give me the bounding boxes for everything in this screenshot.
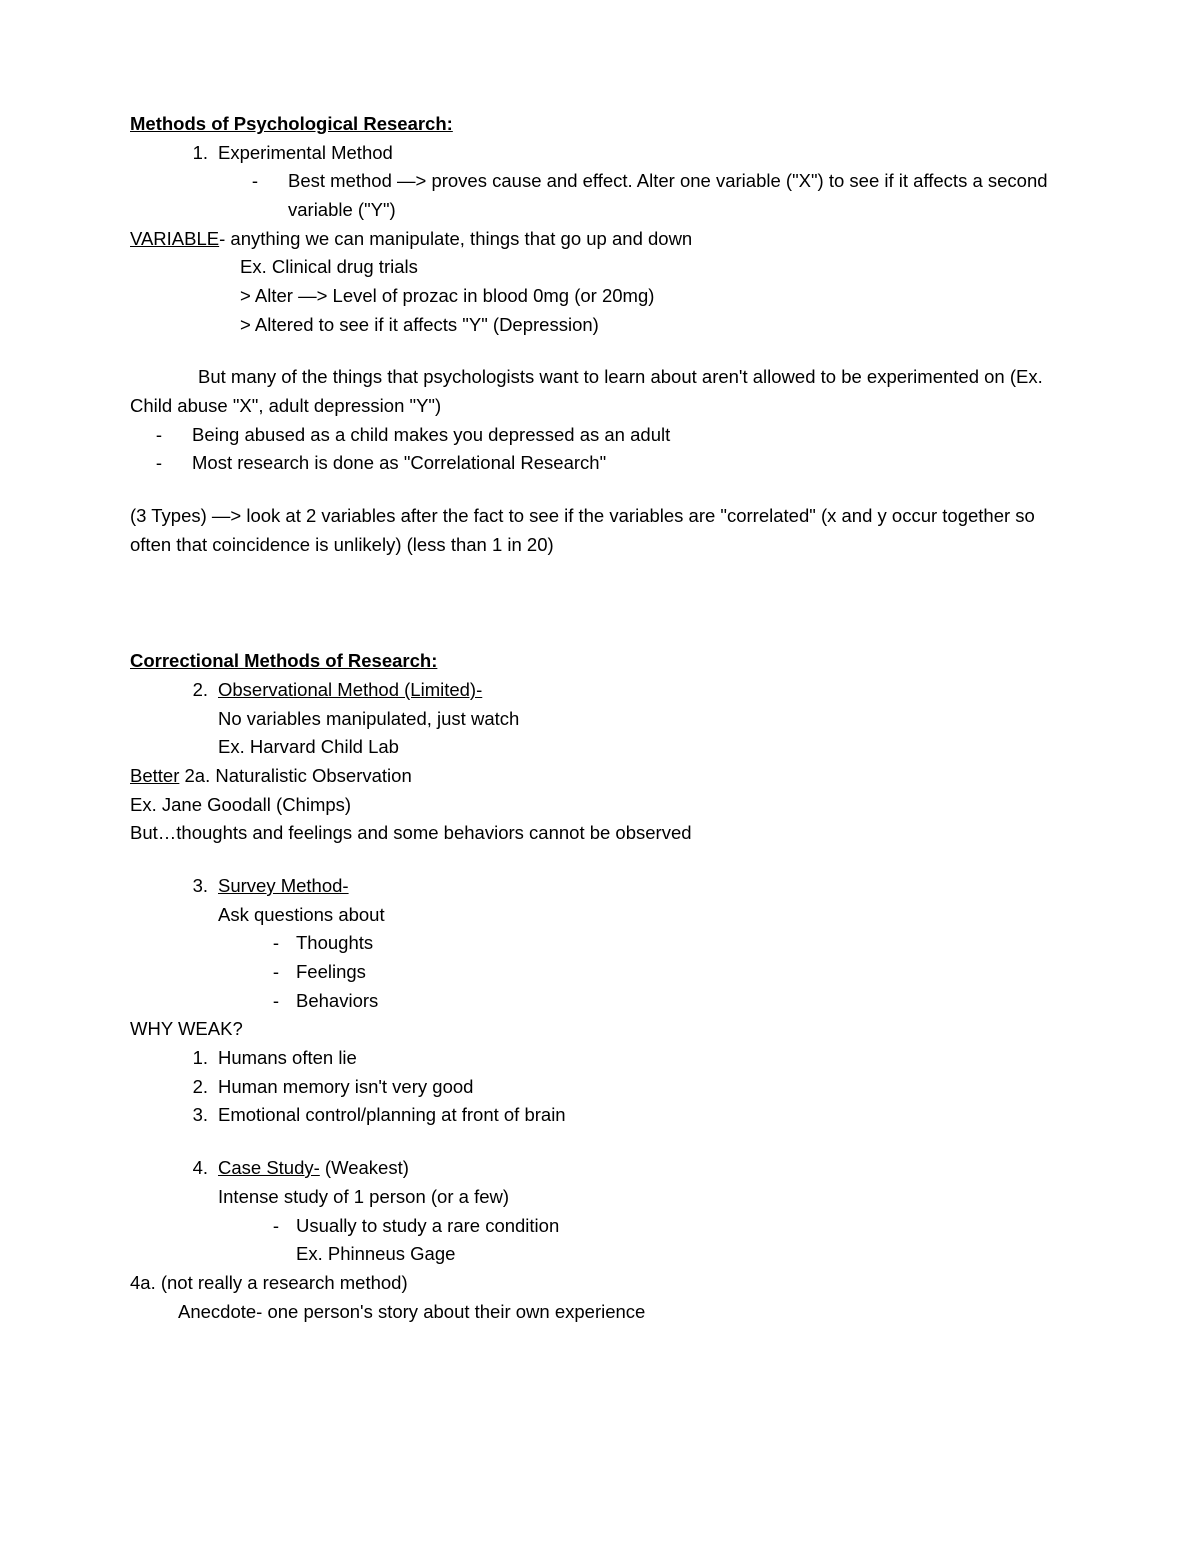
why3: 3. Emotional control/planning at front of… bbox=[130, 1101, 1070, 1130]
item4-b2: Ex. Phinneus Gage bbox=[130, 1240, 1070, 1269]
para1-b1: -Being abused as a child makes you depre… bbox=[130, 421, 1070, 450]
dash-icon: - bbox=[270, 929, 282, 958]
item2-row: 2. Observational Method (Limited)- bbox=[130, 676, 1070, 705]
variable-line: VARIABLE- anything we can manipulate, th… bbox=[130, 225, 1070, 254]
dash-icon: - bbox=[270, 1212, 282, 1241]
item4-number: 4. bbox=[178, 1154, 208, 1183]
item4-suffix: (Weakest) bbox=[320, 1157, 409, 1178]
dash-icon: - bbox=[270, 987, 282, 1016]
item3-l1: Ask questions about bbox=[130, 901, 1070, 930]
item4-b1: -Usually to study a rare condition bbox=[130, 1212, 1070, 1241]
better-label: Better bbox=[130, 765, 179, 786]
para2: (3 Types) —> look at 2 variables after t… bbox=[130, 502, 1070, 559]
section1-heading: Methods of Psychological Research: bbox=[130, 110, 1070, 139]
variable-text: - anything we can manipulate, things tha… bbox=[219, 228, 692, 249]
item1-bullet1: -Best method —> proves cause and effect.… bbox=[130, 167, 1070, 224]
item2-label: Observational Method (Limited)- bbox=[218, 679, 482, 700]
why-weak-heading: WHY WEAK? bbox=[130, 1015, 1070, 1044]
item1-bullet1-text: Best method —> proves cause and effect. … bbox=[288, 170, 1048, 220]
item4-row: 4. Case Study- (Weakest) bbox=[130, 1154, 1070, 1183]
section2-heading: Correctional Methods of Research: bbox=[130, 647, 1070, 676]
item3-label: Survey Method- bbox=[218, 875, 349, 896]
item2-l1: No variables manipulated, just watch bbox=[130, 705, 1070, 734]
why1-num: 1. bbox=[178, 1044, 208, 1073]
item4-l1: Intense study of 1 person (or a few) bbox=[130, 1183, 1070, 1212]
item1-label: Experimental Method bbox=[218, 142, 393, 163]
variable-ex2: > Alter —> Level of prozac in blood 0mg … bbox=[130, 282, 1070, 311]
item3-b2: -Feelings bbox=[130, 958, 1070, 987]
variable-ex3: > Altered to see if it affects "Y" (Depr… bbox=[130, 311, 1070, 340]
dash-icon: - bbox=[262, 167, 274, 196]
item3-b3: -Behaviors bbox=[130, 987, 1070, 1016]
item3-b1-text: Thoughts bbox=[296, 932, 373, 953]
why1-text: Humans often lie bbox=[218, 1047, 357, 1068]
item4-b1-text: Usually to study a rare condition bbox=[296, 1215, 559, 1236]
dash-icon: - bbox=[166, 449, 178, 478]
para1-b2-text: Most research is done as "Correlational … bbox=[192, 452, 606, 473]
dash-icon: - bbox=[166, 421, 178, 450]
why3-text: Emotional control/planning at front of b… bbox=[218, 1104, 566, 1125]
why2-text: Human memory isn't very good bbox=[218, 1076, 473, 1097]
variable-label: VARIABLE bbox=[130, 228, 219, 249]
item1-number: 1. bbox=[178, 139, 208, 168]
better-text: 2a. Naturalistic Observation bbox=[179, 765, 411, 786]
item3-number: 3. bbox=[178, 872, 208, 901]
item2-l2: Ex. Harvard Child Lab bbox=[130, 733, 1070, 762]
why1: 1. Humans often lie bbox=[130, 1044, 1070, 1073]
para1-b1-text: Being abused as a child makes you depres… bbox=[192, 424, 670, 445]
item3-row: 3. Survey Method- bbox=[130, 872, 1070, 901]
variable-ex1: Ex. Clinical drug trials bbox=[130, 253, 1070, 282]
why3-num: 3. bbox=[178, 1101, 208, 1130]
why2-num: 2. bbox=[178, 1073, 208, 1102]
para1: But many of the things that psychologist… bbox=[130, 363, 1070, 420]
item1-row: 1. Experimental Method bbox=[130, 139, 1070, 168]
para1-b2: -Most research is done as "Correlational… bbox=[130, 449, 1070, 478]
item2-number: 2. bbox=[178, 676, 208, 705]
item3-b3-text: Behaviors bbox=[296, 990, 378, 1011]
but-line: But…thoughts and feelings and some behav… bbox=[130, 819, 1070, 848]
item3-b1: -Thoughts bbox=[130, 929, 1070, 958]
item4-label: Case Study- bbox=[218, 1157, 320, 1178]
why2: 2. Human memory isn't very good bbox=[130, 1073, 1070, 1102]
item3-b2-text: Feelings bbox=[296, 961, 366, 982]
item4a-l1: 4a. (not really a research method) bbox=[130, 1269, 1070, 1298]
better-line: Better 2a. Naturalistic Observation bbox=[130, 762, 1070, 791]
item4a-l2: Anecdote- one person's story about their… bbox=[130, 1298, 1070, 1327]
dash-icon: - bbox=[270, 958, 282, 987]
ex-jane: Ex. Jane Goodall (Chimps) bbox=[130, 791, 1070, 820]
